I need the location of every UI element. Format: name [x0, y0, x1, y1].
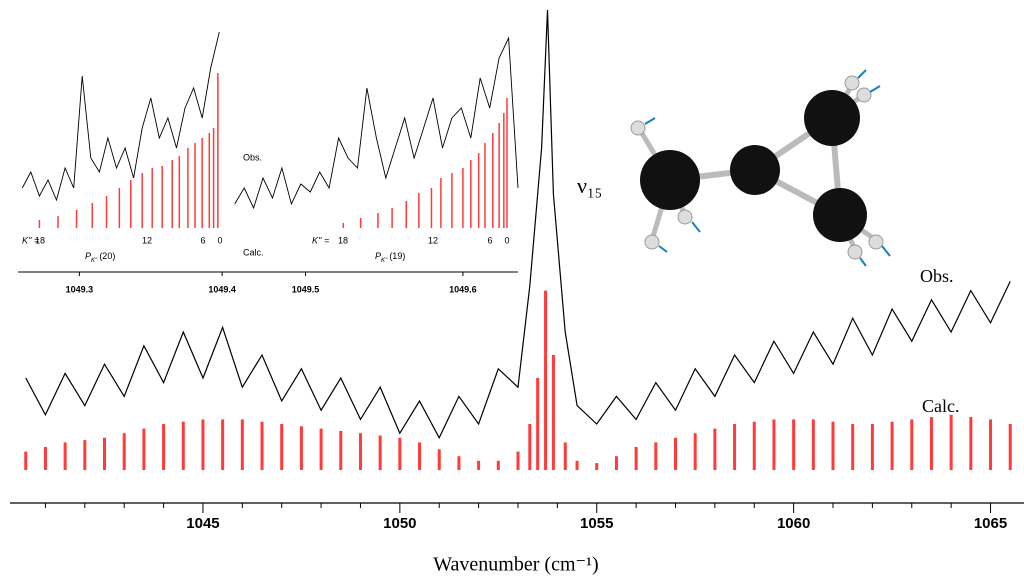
spectrum-trace: [234, 36, 519, 210]
calc-label: Calc.: [922, 396, 960, 416]
k-label: 0: [504, 235, 509, 245]
obs-label: Obs.: [920, 266, 954, 286]
k-label: 12: [428, 235, 438, 245]
k-label: 18: [35, 235, 45, 245]
x-tick-label: 1065: [974, 515, 1007, 532]
molecule: [630, 69, 891, 267]
k-prefix: K'' =: [22, 235, 39, 245]
branch-subscript: K'': [91, 258, 98, 264]
branch-symbol: P: [85, 251, 91, 261]
k-prefix: K'' =: [312, 235, 329, 245]
branch-label: PK'' (20): [85, 251, 115, 263]
k-label: 6: [200, 235, 205, 245]
k-label: 6: [487, 235, 492, 245]
branch-subscript: K'': [381, 258, 388, 264]
x-tick-label: 1049.3: [66, 284, 94, 294]
x-tick-label: 1049.5: [292, 284, 320, 294]
k-labels: K'' =18 12 6 0: [22, 235, 223, 245]
branch-j: (20): [99, 251, 115, 261]
x-tick-label: 1050: [383, 515, 416, 532]
band-label: ν₁₅: [577, 173, 602, 198]
k-label: 12: [142, 235, 152, 245]
branch-j: (19): [389, 251, 405, 261]
x-axis-title: Wavenumber (cm⁻¹): [433, 554, 598, 576]
k-label: 0: [217, 235, 222, 245]
x-tick-label: 1060: [777, 515, 810, 532]
spectrum-trace: [25, 9, 1011, 440]
inset-obs-label: Obs.: [243, 152, 262, 162]
x-tick-label: 1045: [186, 515, 219, 532]
branch-label: PK'' (19): [375, 251, 405, 263]
x-tick-label: 1049.6: [449, 284, 477, 294]
x-tick-label: 1055: [580, 515, 613, 532]
k-label: 18: [338, 235, 348, 245]
inset-calc-label: Calc.: [243, 247, 264, 257]
x-tick-label: 1049.4: [208, 284, 236, 294]
k-labels: K'' = 18 12 6 0: [312, 235, 510, 245]
spectrum-trace: [21, 31, 220, 202]
branch-symbol: P: [375, 251, 381, 261]
